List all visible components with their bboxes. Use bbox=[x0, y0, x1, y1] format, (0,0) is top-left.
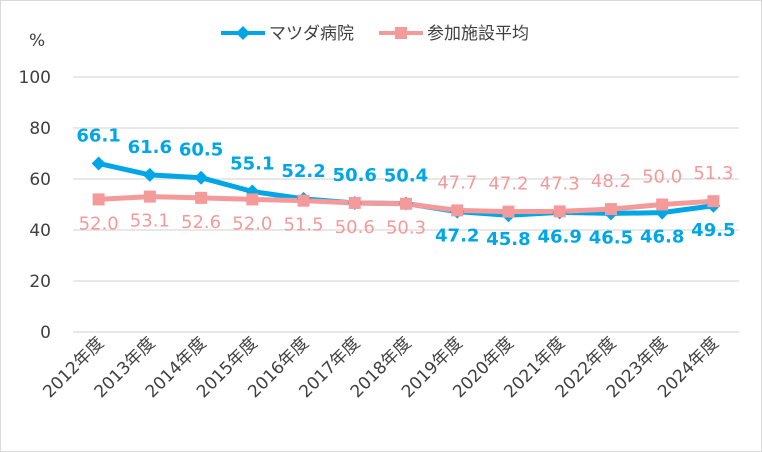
data-label: 52.0 bbox=[232, 213, 272, 234]
y-axis-unit: % bbox=[29, 31, 45, 51]
data-point-marker bbox=[707, 195, 720, 208]
data-label: 49.5 bbox=[691, 220, 735, 241]
data-point-marker bbox=[91, 156, 106, 171]
data-label: 52.2 bbox=[281, 161, 325, 182]
data-point-marker bbox=[604, 203, 617, 216]
legend-label: マツダ病院 bbox=[269, 24, 354, 44]
data-label: 50.0 bbox=[642, 167, 682, 188]
data-point-marker bbox=[246, 193, 259, 206]
data-point-marker bbox=[142, 167, 157, 182]
data-label: 47.7 bbox=[437, 172, 477, 193]
data-point-marker bbox=[195, 191, 208, 204]
data-point-marker bbox=[451, 204, 464, 217]
data-label: 45.8 bbox=[486, 229, 530, 250]
data-label: 60.5 bbox=[179, 140, 223, 161]
data-label: 53.1 bbox=[130, 211, 170, 232]
data-label: 66.1 bbox=[76, 125, 120, 146]
data-point-marker bbox=[348, 196, 361, 209]
y-tick-label: 40 bbox=[29, 221, 51, 241]
y-tick-label: 20 bbox=[29, 272, 51, 292]
data-point-marker bbox=[143, 190, 156, 203]
y-tick-label: 60 bbox=[29, 170, 51, 190]
data-point-marker bbox=[92, 193, 105, 206]
data-label: 51.3 bbox=[693, 163, 733, 184]
y-tick-label: 80 bbox=[29, 119, 51, 139]
legend-diamond-icon bbox=[236, 26, 250, 40]
data-label: 46.9 bbox=[537, 226, 581, 247]
data-label: 51.5 bbox=[283, 215, 323, 236]
data-point-marker bbox=[400, 197, 412, 210]
data-label: 46.5 bbox=[589, 227, 633, 248]
data-point-marker bbox=[194, 170, 209, 185]
data-label: 50.6 bbox=[335, 217, 375, 238]
data-label: 47.3 bbox=[540, 173, 580, 194]
legend-label: 参加施設平均 bbox=[427, 24, 529, 44]
data-label: 50.3 bbox=[386, 218, 426, 239]
y-tick-label: 100 bbox=[19, 68, 51, 88]
data-point-marker bbox=[656, 198, 669, 211]
data-point-marker bbox=[553, 205, 566, 218]
y-tick-label: 0 bbox=[40, 323, 51, 343]
data-label: 52.0 bbox=[79, 213, 119, 234]
data-label: 48.2 bbox=[591, 171, 631, 192]
data-label: 61.6 bbox=[128, 137, 172, 158]
data-label: 46.8 bbox=[640, 227, 684, 248]
data-label: 52.6 bbox=[181, 212, 221, 233]
data-point-marker bbox=[297, 194, 310, 207]
data-label: 50.4 bbox=[384, 165, 428, 186]
legend-square-icon bbox=[395, 27, 407, 39]
data-label: 47.2 bbox=[435, 226, 479, 247]
data-label: 47.2 bbox=[488, 174, 528, 195]
data-point-marker bbox=[502, 205, 515, 218]
data-label: 55.1 bbox=[230, 153, 274, 174]
data-label: 50.6 bbox=[333, 165, 377, 186]
